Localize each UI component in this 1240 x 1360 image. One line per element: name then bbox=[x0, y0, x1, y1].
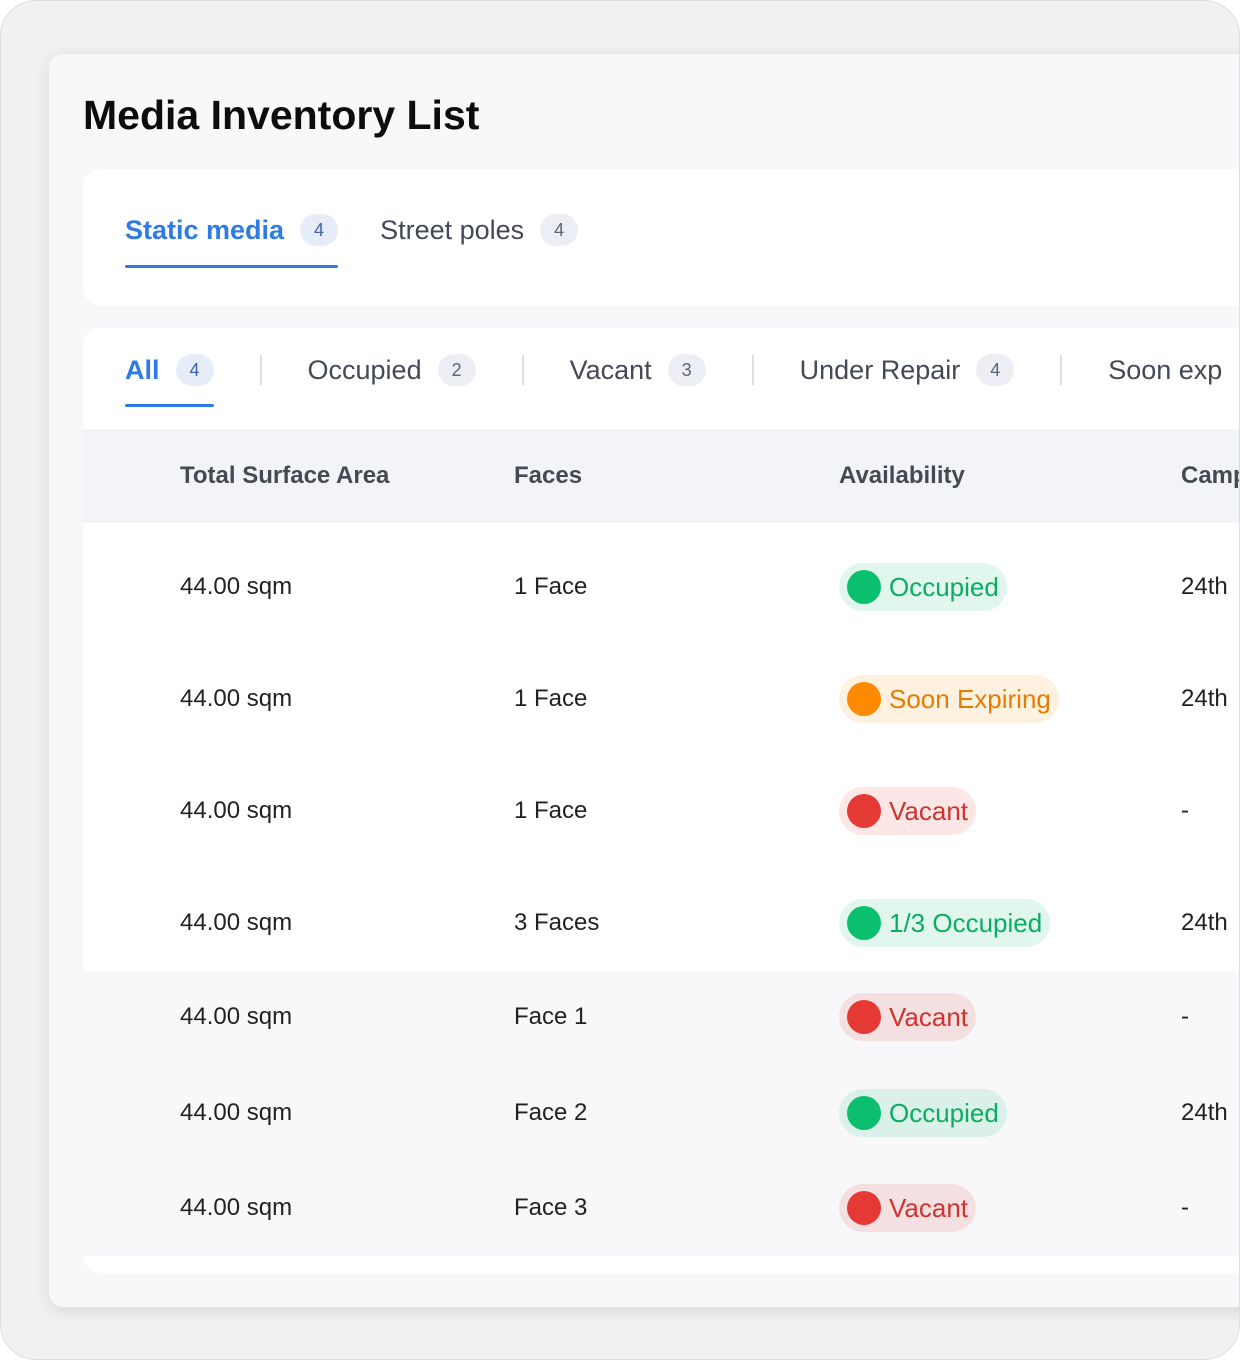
cell-text: - bbox=[1181, 797, 1189, 824]
tab-label: Vacant bbox=[569, 354, 652, 385]
table-row: 44.00 sqm 1 Face 24th Soon Expiring bbox=[83, 635, 1239, 747]
status-label: Vacant bbox=[889, 795, 969, 826]
cell-text: 44.00 sqm bbox=[180, 685, 293, 712]
tab-label: Under Repair bbox=[799, 354, 961, 385]
column-header: Camp bbox=[1181, 462, 1239, 489]
status-dot bbox=[847, 906, 881, 940]
cell-text: 44.00 sqm bbox=[180, 573, 293, 600]
status-pill: Occupied bbox=[839, 563, 1007, 611]
cell-text: 24th bbox=[1181, 1099, 1228, 1126]
cell-text: 1 Face bbox=[514, 797, 588, 824]
status-dot bbox=[847, 794, 881, 828]
cell-text: Face 1 bbox=[514, 1003, 588, 1030]
column-header: Total Surface Area bbox=[180, 462, 390, 489]
status-dot bbox=[847, 1191, 881, 1225]
cell-text: 44.00 sqm bbox=[180, 1194, 293, 1221]
tab-label: Soon exp bbox=[1108, 354, 1223, 385]
status-label: Vacant bbox=[889, 1001, 969, 1032]
status-pill: Vacant bbox=[839, 787, 977, 835]
tab-panel: Static media 4 Street poles 4 bbox=[83, 169, 1239, 306]
tab-label: Static media bbox=[125, 214, 285, 245]
cell-text: - bbox=[1181, 1194, 1189, 1221]
filter-bar: All 4 Occupied 2 Vacant 3 Under Repair 4 Soon ex… bbox=[125, 354, 1222, 407]
status-pill: Vacant bbox=[839, 1184, 977, 1232]
separator bbox=[751, 355, 754, 385]
column-header: Availability bbox=[839, 462, 965, 489]
cell-text: 44.00 sqm bbox=[180, 1003, 293, 1030]
status-dot bbox=[847, 1096, 881, 1130]
cell-text: 24th bbox=[1181, 573, 1228, 600]
table-row: 44.00 sqm 3 Faces 24th 1/3 Occupied bbox=[83, 859, 1239, 971]
tab[interactable]: Vacant 3 bbox=[570, 354, 706, 386]
table-row: 44.00 sqm 1 Face 24th Occupied bbox=[83, 523, 1239, 635]
tab-count: 4 bbox=[540, 214, 579, 246]
tab[interactable]: Occupied 2 bbox=[308, 354, 476, 386]
cell-text: 24th bbox=[1181, 909, 1228, 936]
status-label: Occupied bbox=[889, 1097, 999, 1128]
separator bbox=[521, 355, 524, 385]
cell-text: 44.00 sqm bbox=[180, 797, 293, 824]
cell-text: 44.00 sqm bbox=[180, 909, 293, 936]
cell-text: 24th bbox=[1181, 685, 1228, 712]
status-pill: Occupied bbox=[839, 1089, 1007, 1137]
status-label: Occupied bbox=[889, 571, 999, 602]
table-row: 44.00 sqm 1 Face - Vacant bbox=[83, 747, 1239, 859]
table-row: 44.00 sqm Face 3 - Vacant bbox=[83, 1161, 1239, 1256]
tab-count: 3 bbox=[667, 354, 706, 386]
status-dot bbox=[847, 682, 881, 716]
cell-text: 3 Faces bbox=[514, 909, 600, 936]
card: Media Inventory List Static media 4 Street… bbox=[49, 54, 1239, 1307]
tab-count: 4 bbox=[300, 214, 339, 246]
status-dot bbox=[847, 570, 881, 604]
tab-underline bbox=[125, 265, 339, 268]
status-label: Soon Expiring bbox=[889, 683, 1051, 714]
tab[interactable]: Under Repair 4 bbox=[800, 354, 1015, 386]
tab[interactable]: Static media 4 bbox=[125, 214, 339, 268]
page-title: Media Inventory List bbox=[83, 92, 480, 138]
tab[interactable]: All 4 bbox=[125, 354, 214, 407]
table-header: Total Surface Area Faces Availability Camp bbox=[83, 429, 1239, 523]
cell-text: 44.00 sqm bbox=[180, 1099, 293, 1126]
tab-label: All bbox=[125, 354, 160, 385]
separator bbox=[259, 355, 262, 385]
status-pill: 1/3 Occupied bbox=[839, 899, 1051, 947]
separator bbox=[1060, 355, 1063, 385]
tab-count: 2 bbox=[437, 354, 476, 386]
tab-bar: Static media 4 Street poles 4 bbox=[125, 214, 579, 268]
cell-text: 1 Face bbox=[514, 685, 588, 712]
cell-text: - bbox=[1181, 1003, 1189, 1030]
column-header: Faces bbox=[514, 462, 583, 489]
tab[interactable]: Soon exp bbox=[1108, 355, 1222, 386]
table-row: 44.00 sqm Face 1 - Vacant bbox=[83, 971, 1239, 1066]
status-label: Vacant bbox=[889, 1192, 969, 1223]
cell-text: 1 Face bbox=[514, 573, 588, 600]
status-dot bbox=[847, 1000, 881, 1034]
tab[interactable]: Street poles 4 bbox=[380, 214, 579, 246]
cell-text: Face 3 bbox=[514, 1194, 588, 1221]
table-panel: All 4 Occupied 2 Vacant 3 Under Repair 4 Soon ex… bbox=[83, 328, 1239, 1273]
tab-label: Occupied bbox=[307, 354, 422, 385]
table-row: 44.00 sqm Face 2 24th Occupied bbox=[83, 1066, 1239, 1161]
tab-count: 4 bbox=[175, 354, 214, 386]
status-label: 1/3 Occupied bbox=[889, 907, 1043, 938]
status-pill: Soon Expiring bbox=[839, 675, 1059, 723]
tab-count: 4 bbox=[976, 354, 1015, 386]
tab-underline bbox=[125, 404, 214, 407]
status-pill: Vacant bbox=[839, 993, 977, 1041]
cell-text: Face 2 bbox=[514, 1099, 588, 1126]
tab-label: Street poles bbox=[380, 214, 525, 245]
